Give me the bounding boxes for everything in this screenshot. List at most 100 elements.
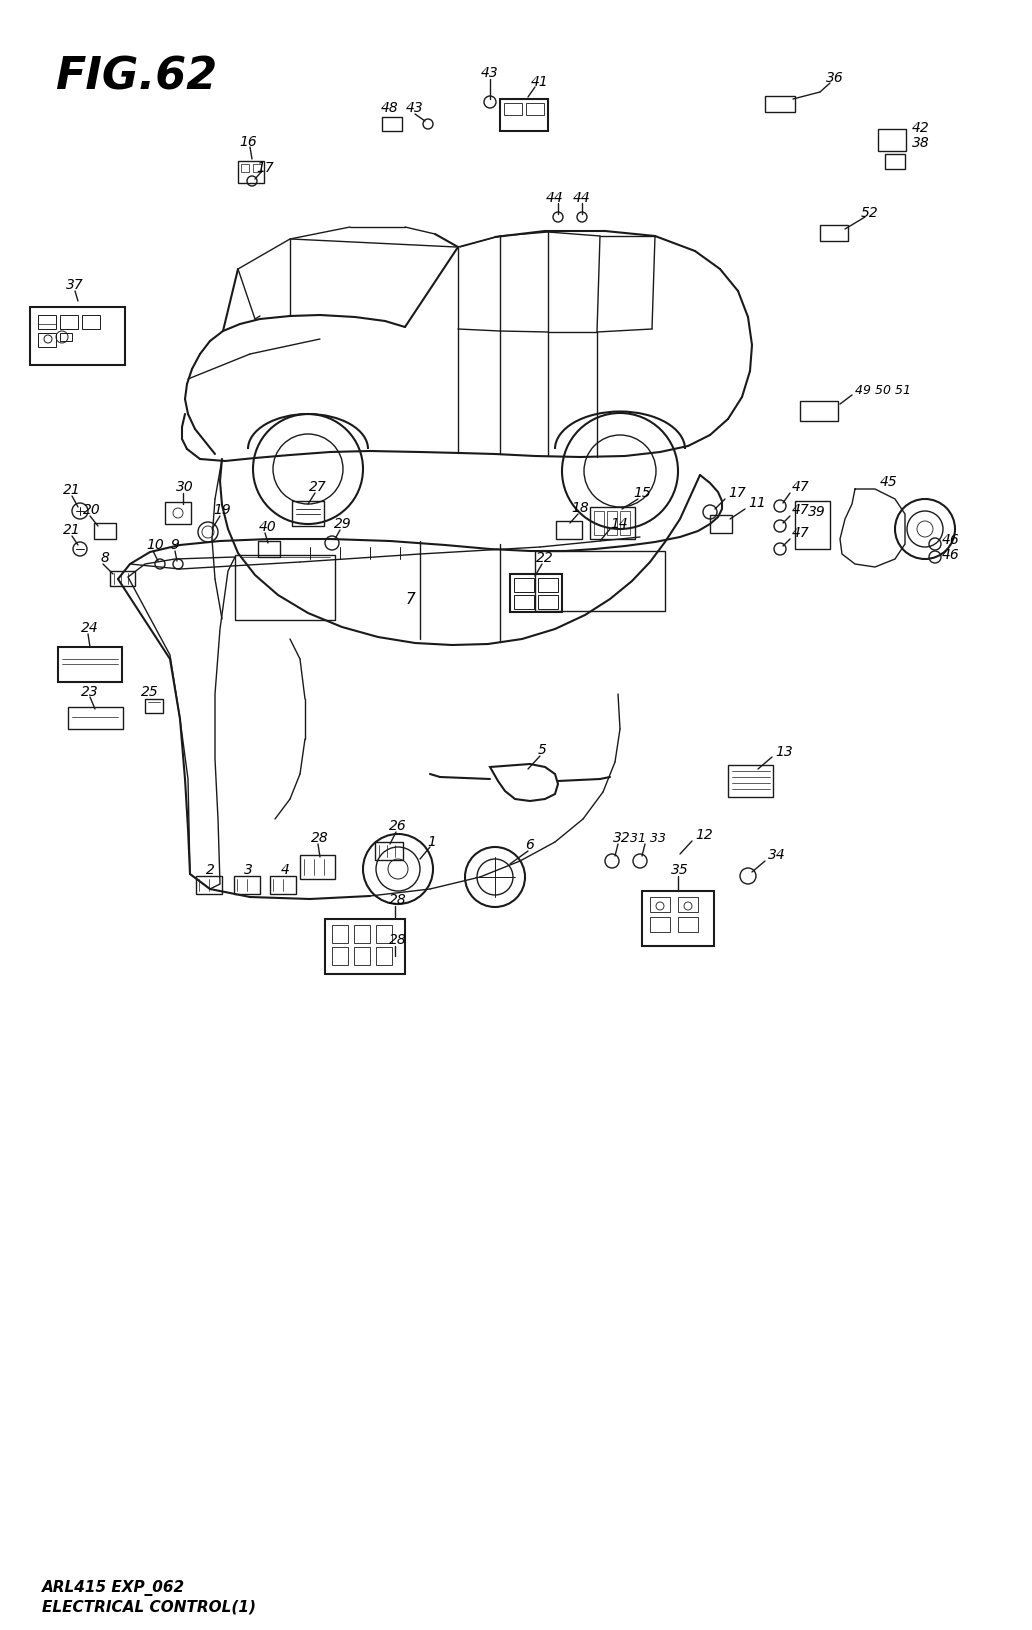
Bar: [382, 117, 402, 132]
Bar: [253, 165, 261, 173]
Bar: [234, 877, 260, 895]
Text: 14: 14: [610, 517, 627, 531]
Text: 9: 9: [170, 538, 180, 551]
Bar: [590, 507, 635, 540]
Text: 12: 12: [695, 828, 713, 841]
Text: 6: 6: [525, 838, 535, 851]
Text: 19: 19: [214, 502, 231, 517]
Text: 41: 41: [531, 75, 549, 90]
Bar: [258, 541, 280, 557]
Text: 48: 48: [381, 101, 399, 116]
Text: 10: 10: [147, 538, 164, 551]
Text: ELECTRICAL CONTROL(1): ELECTRICAL CONTROL(1): [42, 1599, 256, 1614]
Text: 28: 28: [311, 831, 329, 844]
Bar: [325, 919, 405, 975]
Bar: [510, 575, 562, 613]
Text: 5: 5: [538, 743, 546, 756]
Text: 26: 26: [389, 818, 407, 833]
Bar: [710, 515, 732, 533]
Text: 18: 18: [571, 500, 589, 515]
Bar: [30, 308, 125, 365]
Bar: [728, 766, 773, 797]
Text: 8: 8: [100, 551, 109, 564]
Text: 35: 35: [671, 862, 689, 877]
Bar: [238, 161, 264, 184]
Bar: [594, 512, 604, 536]
Bar: [678, 918, 698, 932]
Bar: [60, 334, 72, 342]
Bar: [678, 898, 698, 913]
Bar: [292, 502, 324, 526]
Bar: [375, 843, 404, 861]
Bar: [60, 316, 78, 329]
Bar: [300, 856, 335, 880]
Bar: [354, 947, 370, 965]
Text: 30: 30: [176, 479, 194, 494]
Bar: [650, 898, 670, 913]
Bar: [235, 556, 335, 621]
Text: 22: 22: [537, 551, 554, 564]
Text: 21: 21: [63, 482, 80, 497]
Text: 40: 40: [259, 520, 277, 533]
Bar: [376, 947, 392, 965]
Text: 31 33: 31 33: [630, 831, 666, 844]
Text: 52: 52: [861, 205, 879, 220]
Text: 21: 21: [63, 523, 80, 536]
Text: 25: 25: [141, 685, 159, 699]
Text: 23: 23: [82, 685, 99, 699]
Bar: [241, 165, 249, 173]
Bar: [535, 551, 665, 611]
Bar: [94, 523, 116, 540]
Bar: [499, 99, 548, 132]
Bar: [650, 918, 670, 932]
Text: 20: 20: [84, 502, 101, 517]
Bar: [620, 512, 630, 536]
Text: 39: 39: [808, 505, 826, 518]
Text: 46: 46: [942, 548, 960, 562]
Text: 34: 34: [768, 848, 785, 862]
Text: 7: 7: [406, 592, 415, 606]
Text: 27: 27: [310, 479, 327, 494]
Bar: [196, 877, 222, 895]
Text: 44: 44: [573, 191, 591, 205]
Text: 24: 24: [82, 621, 99, 634]
Text: 15: 15: [633, 486, 651, 500]
Text: 47: 47: [792, 502, 810, 517]
Bar: [270, 877, 296, 895]
Bar: [504, 104, 522, 116]
Bar: [800, 401, 838, 422]
Bar: [607, 512, 617, 536]
Text: 2: 2: [205, 862, 215, 877]
Text: 11: 11: [748, 496, 766, 510]
Bar: [376, 926, 392, 944]
Bar: [538, 595, 558, 610]
Bar: [795, 502, 830, 549]
Text: 37: 37: [66, 277, 84, 292]
Bar: [514, 579, 534, 593]
Text: 17: 17: [728, 486, 746, 500]
Bar: [58, 647, 122, 683]
Text: 28: 28: [389, 893, 407, 906]
Text: 16: 16: [239, 135, 257, 148]
Bar: [82, 316, 100, 329]
Bar: [332, 947, 348, 965]
Text: 47: 47: [792, 479, 810, 494]
Text: 46: 46: [942, 533, 960, 546]
Text: 36: 36: [827, 72, 844, 85]
Bar: [68, 707, 123, 730]
Text: 38: 38: [912, 135, 930, 150]
Text: 45: 45: [880, 474, 898, 489]
Bar: [146, 699, 163, 714]
Bar: [765, 96, 795, 112]
Text: 3: 3: [244, 862, 253, 877]
Bar: [538, 579, 558, 593]
Text: 13: 13: [775, 745, 793, 758]
Bar: [878, 130, 906, 152]
Text: 44: 44: [546, 191, 563, 205]
Bar: [514, 595, 534, 610]
Bar: [38, 316, 56, 329]
Text: 42: 42: [912, 121, 930, 135]
Text: 32: 32: [613, 831, 631, 844]
Text: 17: 17: [256, 161, 273, 174]
Text: 43: 43: [407, 101, 424, 116]
